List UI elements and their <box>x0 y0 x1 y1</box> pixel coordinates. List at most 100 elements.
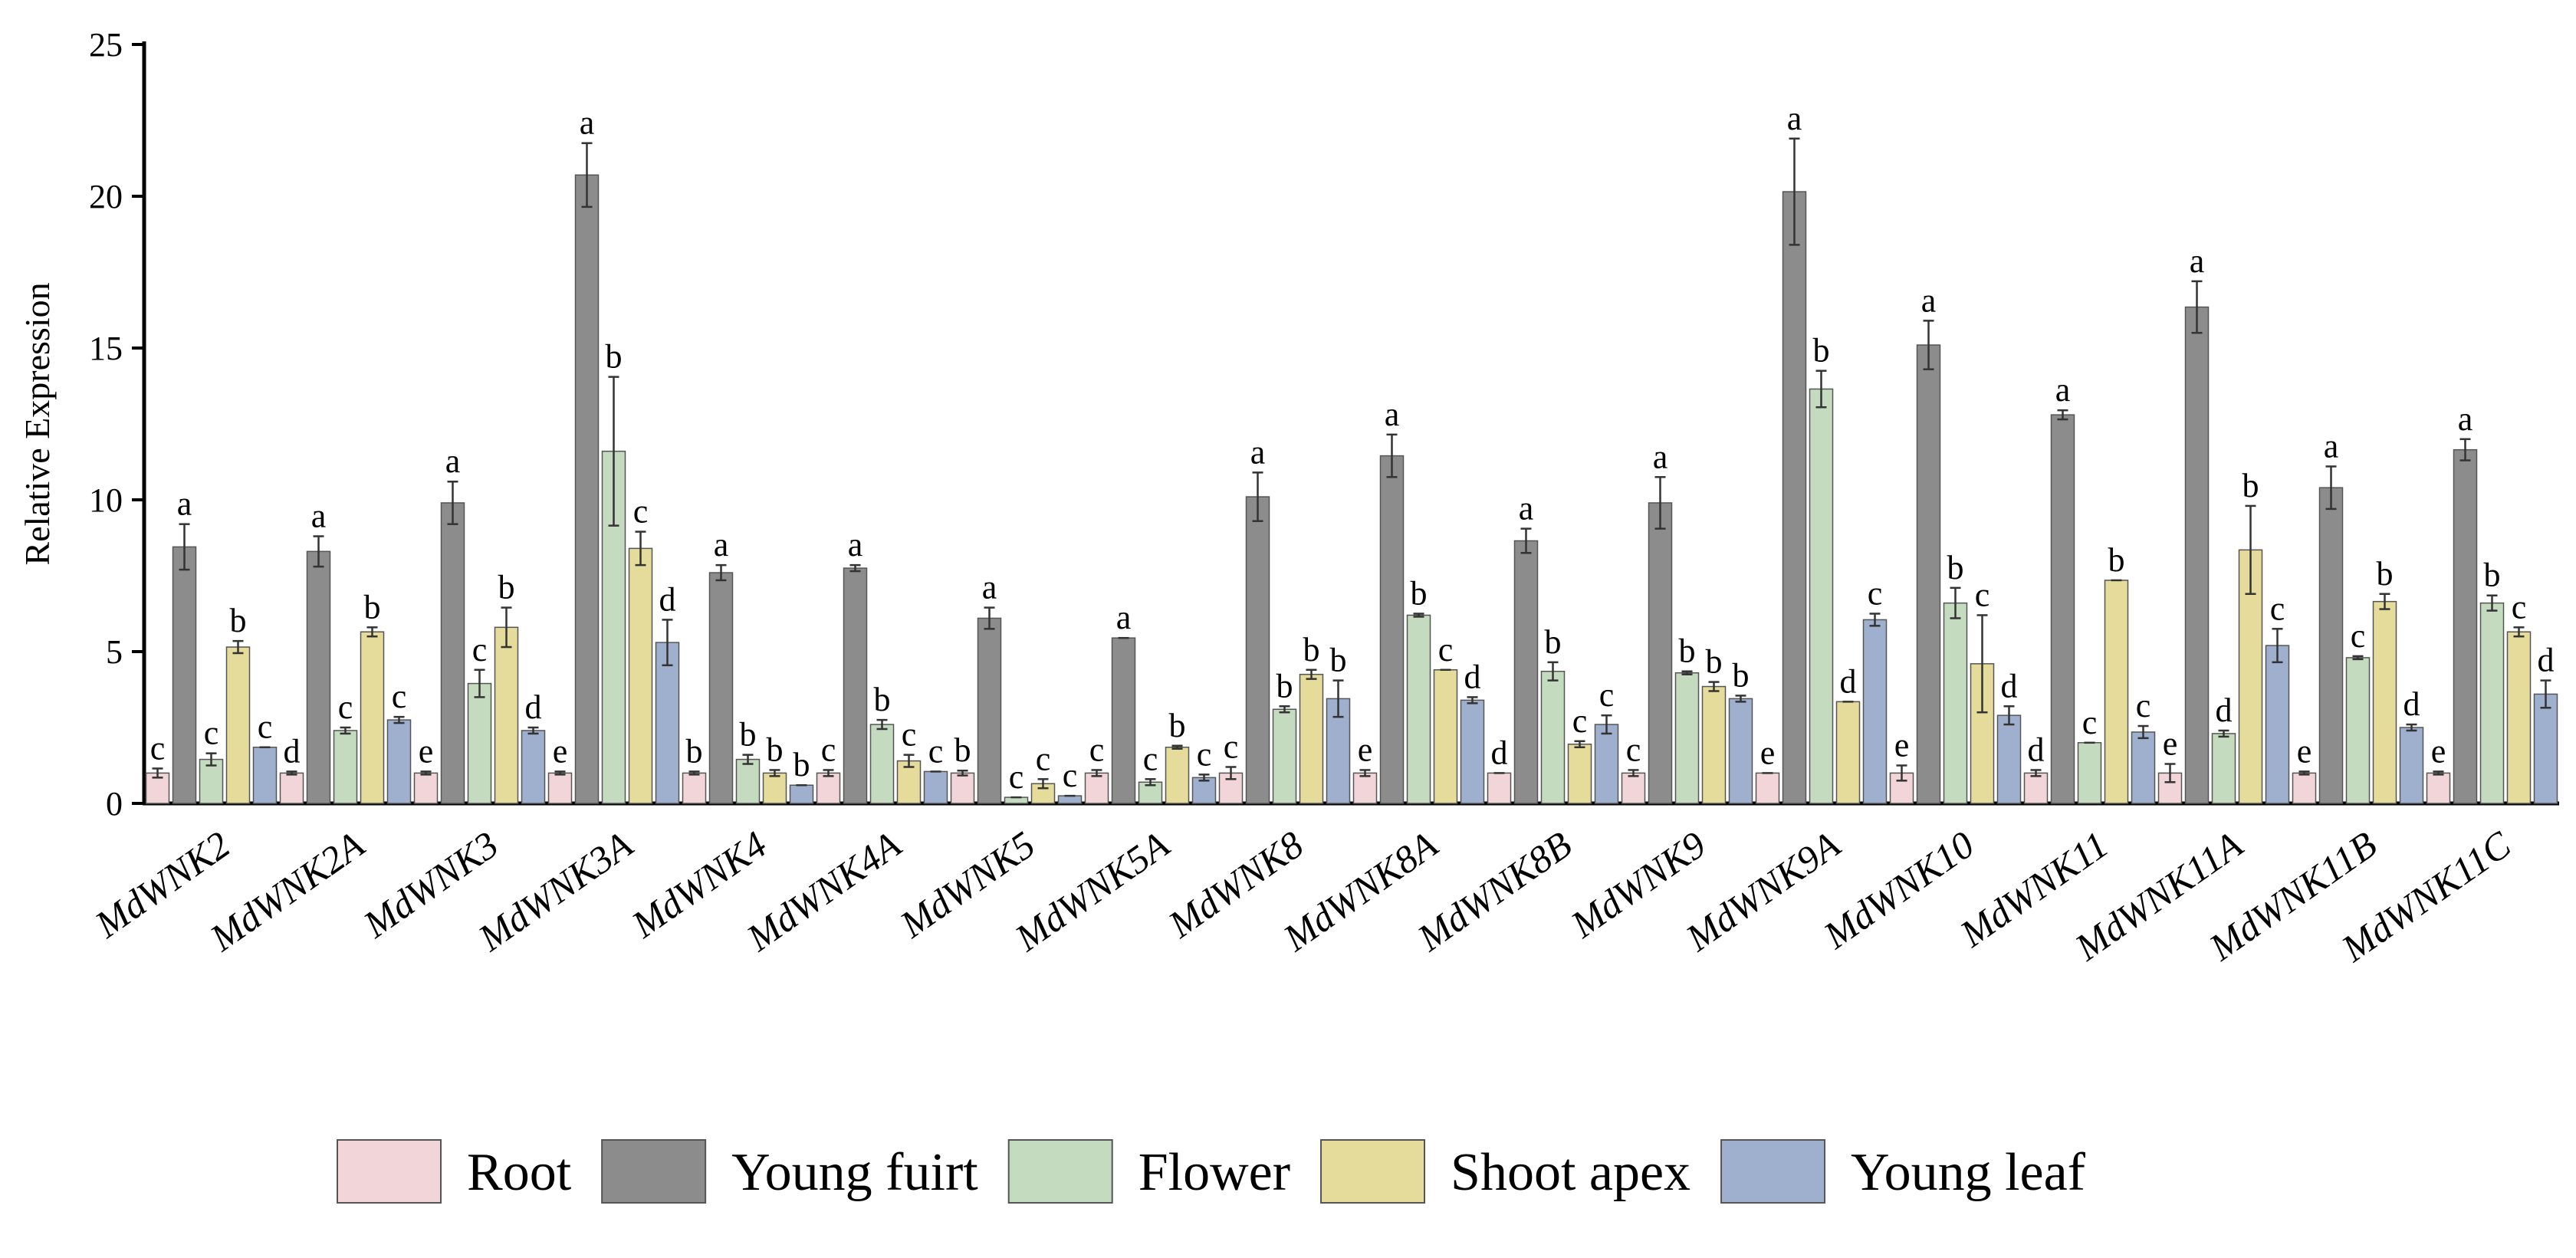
bar <box>1782 191 1807 804</box>
bar <box>199 758 224 804</box>
bar <box>1996 714 2022 804</box>
significance-label: b <box>1330 642 1347 679</box>
x-tick-label: MdWNK10 <box>1815 823 1982 957</box>
significance-label: b <box>364 588 381 626</box>
bar <box>1272 708 1297 804</box>
significance-label: a <box>1519 490 1534 527</box>
significance-label: b <box>955 731 971 769</box>
significance-label: e <box>2163 725 2178 763</box>
bar <box>386 719 412 804</box>
significance-label: b <box>1276 667 1293 705</box>
significance-label: a <box>177 485 192 523</box>
bar <box>413 772 439 804</box>
bar <box>1352 772 1378 804</box>
significance-label: e <box>2431 732 2446 770</box>
significance-label: e <box>1358 731 1373 768</box>
significance-label: b <box>794 746 810 783</box>
significance-label: c <box>1626 731 1641 768</box>
significance-label: c <box>633 493 649 530</box>
significance-label: c <box>1009 758 1024 796</box>
significance-label: c <box>392 678 407 715</box>
significance-label: c <box>1143 740 1158 777</box>
significance-label: c <box>1599 676 1615 714</box>
bar <box>762 772 787 804</box>
bar <box>1299 673 1324 804</box>
legend-swatch <box>601 1139 707 1204</box>
significance-label: d <box>1840 662 1857 700</box>
significance-label: b <box>606 338 623 376</box>
significance-label: c <box>338 688 353 726</box>
legend: Root Young fuirt Flower Shoot apex Young lea… <box>337 1139 2086 1204</box>
x-tick-label: MdWNK4A <box>738 823 909 960</box>
significance-label: b <box>1169 707 1186 744</box>
bar <box>1460 699 1485 804</box>
y-axis-ticks: 0 5 10 15 20 25 <box>89 26 144 823</box>
significance-label: c <box>1197 735 1212 773</box>
significance-label: d <box>2538 642 2555 679</box>
significance-label: a <box>1921 281 1937 319</box>
significance-label: e <box>1760 734 1776 771</box>
significance-label: c <box>1036 740 1051 777</box>
x-tick-label: MdWNK2A <box>202 823 372 960</box>
bar <box>2184 306 2210 804</box>
bar <box>252 746 278 804</box>
bar <box>1755 772 1780 804</box>
bar <box>2104 580 2129 804</box>
significance-label: a <box>714 526 729 563</box>
significance-label: b <box>2108 541 2125 579</box>
significance-label: b <box>686 732 703 770</box>
bar <box>279 772 304 804</box>
bar <box>2506 631 2532 804</box>
legend-swatch <box>337 1139 442 1204</box>
bar <box>2023 772 2049 804</box>
significance-label: c <box>928 732 944 770</box>
significance-label: a <box>2055 371 2071 409</box>
significance-label: c <box>1975 576 1990 613</box>
bar <box>1406 614 1431 804</box>
significance-label: c <box>1438 631 1454 668</box>
bar <box>1916 344 1941 804</box>
y-tick-label: 5 <box>106 633 123 671</box>
significance-label: a <box>311 498 327 535</box>
significance-label: d <box>1464 658 1481 695</box>
significance-label: d <box>2028 731 2045 768</box>
significance-label: c <box>150 729 166 767</box>
bar <box>1379 455 1405 804</box>
bar <box>1191 777 1217 804</box>
bar <box>547 772 573 804</box>
bar <box>1487 772 1512 804</box>
x-tick-label: MdWNK3A <box>470 823 640 960</box>
significance-label: c <box>1572 702 1588 740</box>
bar <box>1862 619 1888 804</box>
bar <box>1621 772 1646 804</box>
significance-label: b <box>2377 555 2394 593</box>
bar <box>2050 414 2075 804</box>
bar <box>1701 685 1727 804</box>
significance-label: b <box>1947 549 1964 586</box>
bar <box>2453 448 2478 804</box>
bar <box>2318 487 2344 804</box>
bar <box>682 772 707 804</box>
bar <box>1111 637 1136 804</box>
bar <box>896 760 922 804</box>
significance-label: b <box>498 569 515 606</box>
bar <box>1433 669 1458 804</box>
bar <box>1943 602 1968 804</box>
bar <box>440 502 465 804</box>
significance-label: d <box>2404 685 2420 723</box>
significance-label: b <box>1679 632 1696 670</box>
significance-label: e <box>553 732 568 770</box>
bar <box>2265 645 2290 804</box>
bar <box>1245 496 1270 804</box>
bar <box>1165 746 1190 804</box>
significance-label: b <box>1411 575 1428 613</box>
significance-label: c <box>1089 731 1105 768</box>
bar <box>843 567 868 804</box>
x-tick-label: MdWNK9A <box>1677 823 1848 960</box>
significance-label: a <box>2190 242 2205 280</box>
significance-label: b <box>767 731 784 768</box>
bar <box>225 646 251 804</box>
